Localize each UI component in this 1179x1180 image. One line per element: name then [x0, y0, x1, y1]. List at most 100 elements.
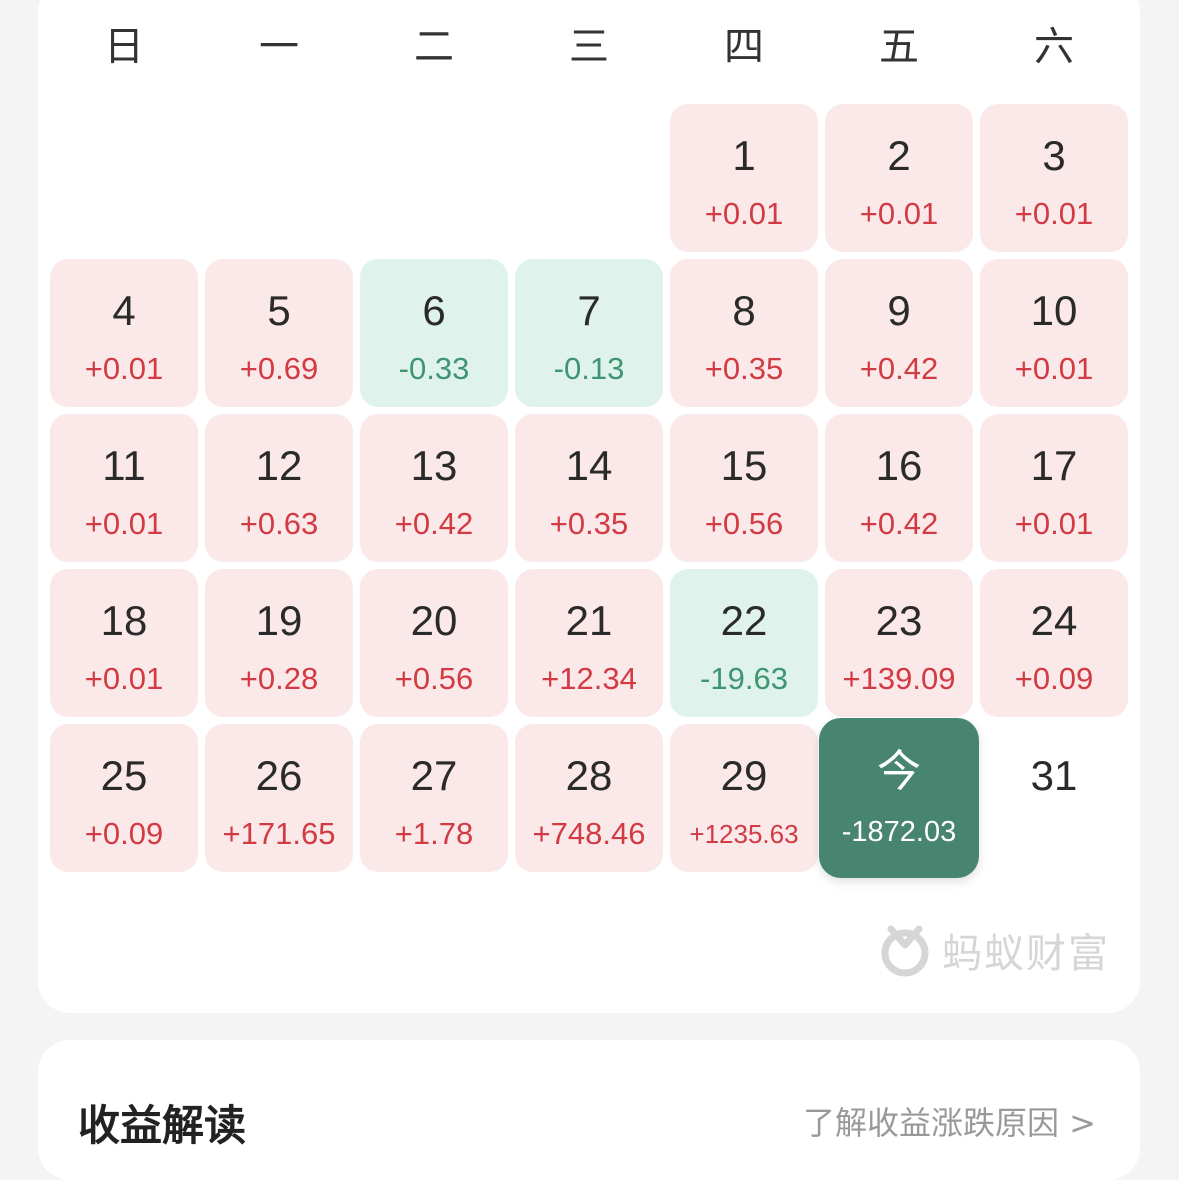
calendar-day-change: +12.34 [541, 661, 637, 696]
calendar-day[interactable]: 29 +1235.63 [670, 724, 818, 872]
calendar-day[interactable]: 4 +0.01 [50, 259, 198, 407]
calendar-day[interactable]: 5 +0.69 [205, 259, 353, 407]
calendar-day[interactable]: 8 +0.35 [670, 259, 818, 407]
calendar-day-change: +0.01 [84, 351, 164, 386]
calendar-day-change: +0.01 [859, 196, 939, 231]
calendar-day[interactable]: 19 +0.28 [205, 569, 353, 717]
calendar-day-number: 今 [877, 746, 921, 797]
calendar-day[interactable]: 10 +0.01 [980, 259, 1128, 407]
calendar-day[interactable]: 7 -0.13 [515, 259, 663, 407]
calendar-day-number: 13 [410, 442, 458, 489]
calendar-day-number: 1 [732, 132, 756, 179]
calendar-day-change: +0.69 [239, 351, 319, 386]
weekday-mon: 一 [259, 24, 299, 70]
calendar-day-change: +0.35 [549, 506, 629, 541]
analysis-link[interactable]: 了解收益涨跌原因 > [803, 1104, 1096, 1142]
calendar-day-number: 9 [887, 287, 911, 334]
calendar-day[interactable]: 24 +0.09 [980, 569, 1128, 717]
calendar-day-change: +1.78 [394, 816, 474, 851]
weekday-sat: 六 [1034, 24, 1074, 70]
calendar-day-number: 8 [732, 287, 756, 334]
calendar-day-change: +0.63 [239, 506, 319, 541]
calendar-day-number: 16 [875, 442, 923, 489]
weekday-thu: 四 [724, 24, 764, 70]
calendar-day-change: +0.42 [394, 506, 474, 541]
calendar-day[interactable]: 2 +0.01 [825, 104, 973, 252]
calendar-day[interactable]: 6 -0.33 [360, 259, 508, 407]
calendar-day-change: +171.65 [222, 816, 336, 851]
calendar-day[interactable]: 26 +171.65 [205, 724, 353, 872]
calendar-day-number: 3 [1042, 132, 1066, 179]
calendar-day[interactable]: 27 +1.78 [360, 724, 508, 872]
calendar-day[interactable]: 18 +0.01 [50, 569, 198, 717]
weekday-header: 日 一 二 三 四 五 六 [0, 0, 1179, 80]
calendar-day[interactable]: 12 +0.63 [205, 414, 353, 562]
calendar-day[interactable]: 17 +0.01 [980, 414, 1128, 562]
calendar-day[interactable]: 31 [980, 724, 1128, 872]
calendar-day-number: 12 [255, 442, 303, 489]
analysis-card: 收益解读 了解收益涨跌原因 > [38, 1040, 1140, 1180]
calendar-day-change: +139.09 [842, 661, 956, 696]
calendar-day-change: -1872.03 [841, 816, 957, 848]
calendar-day-number: 27 [410, 752, 458, 799]
calendar-day-change: +1235.63 [689, 819, 799, 849]
calendar-day-number: 25 [100, 752, 148, 799]
calendar-day-change: +0.42 [859, 506, 939, 541]
analysis-title: 收益解读 [78, 1101, 247, 1150]
calendar-day-change: +0.09 [1014, 661, 1094, 696]
calendar-day-change: +0.56 [394, 661, 474, 696]
calendar-day-number: 20 [410, 597, 458, 644]
calendar-day-number: 14 [565, 442, 613, 489]
calendar-day-number: 19 [255, 597, 303, 644]
calendar-day-number: 24 [1030, 597, 1078, 644]
calendar-day-change: -0.13 [553, 351, 625, 386]
calendar-day[interactable]: 20 +0.56 [360, 569, 508, 717]
calendar-day-change: -0.33 [398, 351, 470, 386]
calendar-day-number: 29 [720, 752, 768, 799]
weekday-sun: 日 [104, 24, 144, 70]
calendar-day[interactable]: 16 +0.42 [825, 414, 973, 562]
calendar-day-number: 2 [887, 132, 911, 179]
weekday-tue: 二 [414, 24, 454, 70]
calendar-day-change: +0.01 [704, 196, 784, 231]
calendar-day[interactable]: 22 -19.63 [670, 569, 818, 717]
calendar-day-number: 11 [102, 442, 146, 489]
calendar-day[interactable]: 1 +0.01 [670, 104, 818, 252]
calendar-day[interactable]: 3 +0.01 [980, 104, 1128, 252]
calendar-day[interactable]: 28 +748.46 [515, 724, 663, 872]
calendar-day-change: +0.01 [1014, 351, 1094, 386]
weekday-wed: 三 [569, 24, 609, 70]
calendar-day-number: 28 [565, 752, 613, 799]
calendar-day-change: +0.56 [704, 506, 784, 541]
calendar-day-number: 5 [267, 287, 291, 334]
calendar-day[interactable]: 9 +0.42 [825, 259, 973, 407]
calendar-day[interactable]: 25 +0.09 [50, 724, 198, 872]
ant-fortune-logo-icon [881, 925, 929, 977]
calendar-day-change: +0.35 [704, 351, 784, 386]
calendar-day-change: +0.09 [84, 816, 164, 851]
calendar-day[interactable]: 21 +12.34 [515, 569, 663, 717]
calendar-day-number: 18 [100, 597, 148, 644]
calendar-day[interactable]: 23 +139.09 [825, 569, 973, 717]
calendar-day-number: 17 [1030, 442, 1078, 489]
calendar-day[interactable]: 14 +0.35 [515, 414, 663, 562]
calendar-day-number: 22 [720, 597, 768, 644]
calendar-day-number: 26 [255, 752, 303, 799]
calendar-day-change: +0.01 [1014, 506, 1094, 541]
calendar-day-today[interactable]: 今 -1872.03 [819, 718, 979, 878]
calendar-day-number: 23 [875, 597, 923, 644]
calendar-day-change: +0.42 [859, 351, 939, 386]
calendar-day[interactable]: 11 +0.01 [50, 414, 198, 562]
brand-name: 蚂蚁财富 [942, 931, 1110, 977]
calendar-day-change: +0.01 [1014, 196, 1094, 231]
calendar-day-number: 6 [422, 287, 446, 334]
calendar-day-change: +0.01 [84, 506, 164, 541]
calendar-day-change: +0.28 [239, 661, 319, 696]
calendar-day-number: 31 [1030, 752, 1078, 799]
calendar-day-number: 10 [1030, 287, 1078, 334]
calendar-day[interactable]: 15 +0.56 [670, 414, 818, 562]
weekday-fri: 五 [879, 24, 919, 70]
calendar-day[interactable]: 13 +0.42 [360, 414, 508, 562]
calendar-day-change: -19.63 [700, 661, 788, 696]
calendar-day-change: +748.46 [532, 816, 646, 851]
